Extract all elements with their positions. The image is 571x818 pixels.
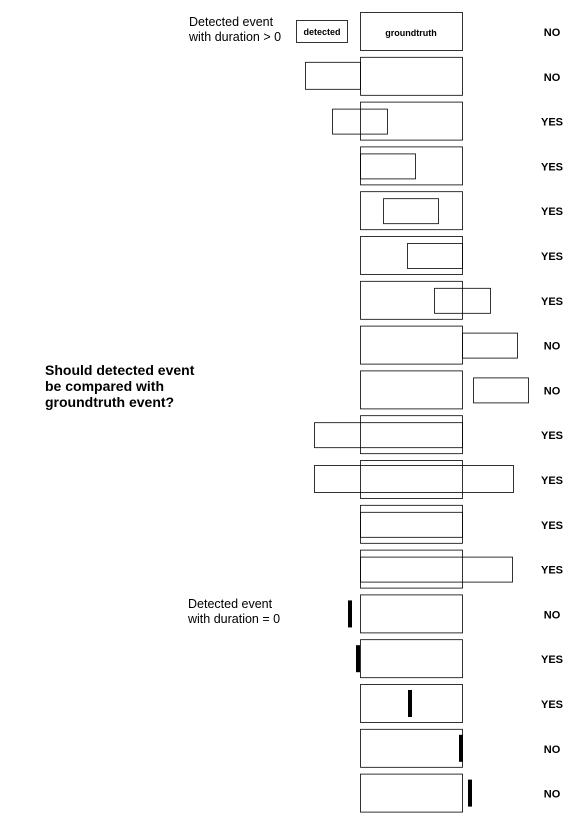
- detected-point-marker: [348, 600, 352, 628]
- detected-point-marker: [408, 690, 412, 717]
- detected-box: [407, 243, 463, 269]
- detected-box-label: detected: [303, 27, 340, 37]
- groundtruth-box: [360, 728, 463, 768]
- detected-point-marker: [356, 645, 360, 673]
- zero-duration-label: Detected event with duration = 0: [188, 597, 281, 626]
- answer-label: NO: [544, 609, 561, 621]
- answer-label: NO: [544, 72, 561, 84]
- answer-label: YES: [541, 206, 563, 218]
- groundtruth-box: [360, 280, 463, 320]
- answer-label: YES: [541, 251, 563, 263]
- detected-box: [296, 20, 348, 43]
- detected-box: [360, 153, 416, 180]
- groundtruth-box: [360, 460, 463, 499]
- answer-label: NO: [544, 341, 561, 353]
- answer-label: YES: [541, 296, 563, 308]
- answer-label: NO: [544, 789, 561, 801]
- answer-label: YES: [541, 117, 563, 129]
- answer-label: YES: [541, 654, 563, 666]
- nonzero-duration-label: Detected event with duration > 0: [189, 15, 282, 44]
- detected-point-marker: [468, 779, 472, 807]
- answer-label: YES: [541, 520, 563, 532]
- detected-box: [314, 465, 514, 493]
- detected-box: [360, 511, 463, 538]
- groundtruth-box: [360, 12, 463, 51]
- answer-label: YES: [541, 475, 563, 487]
- detected-box: [360, 556, 513, 583]
- answer-label: NO: [544, 385, 561, 397]
- groundtruth-box: [360, 594, 463, 634]
- answer-label: NO: [544, 27, 561, 39]
- detected-box: [434, 287, 491, 314]
- groundtruth-box-label: groundtruth: [385, 28, 436, 38]
- groundtruth-box: [360, 773, 463, 813]
- groundtruth-box: [360, 191, 463, 231]
- detected-box: [473, 377, 529, 404]
- detected-box: [383, 198, 439, 225]
- groundtruth-box: [360, 325, 463, 365]
- groundtruth-box: [360, 101, 463, 141]
- detected-box: [462, 332, 518, 359]
- answer-label: YES: [541, 430, 563, 442]
- groundtruth-box: [360, 370, 463, 410]
- detected-box: [332, 108, 388, 135]
- answer-label: YES: [541, 565, 563, 577]
- question-text: Should detected event be compared with g…: [45, 362, 195, 410]
- answer-label: NO: [544, 744, 561, 756]
- detected-box: [305, 61, 361, 90]
- groundtruth-box: [360, 684, 463, 723]
- detected-point-marker: [459, 734, 463, 762]
- answer-label: YES: [541, 699, 563, 711]
- detected-box: [314, 422, 463, 449]
- groundtruth-box: [360, 639, 463, 679]
- answer-label: YES: [541, 161, 563, 173]
- groundtruth-box: [360, 56, 463, 96]
